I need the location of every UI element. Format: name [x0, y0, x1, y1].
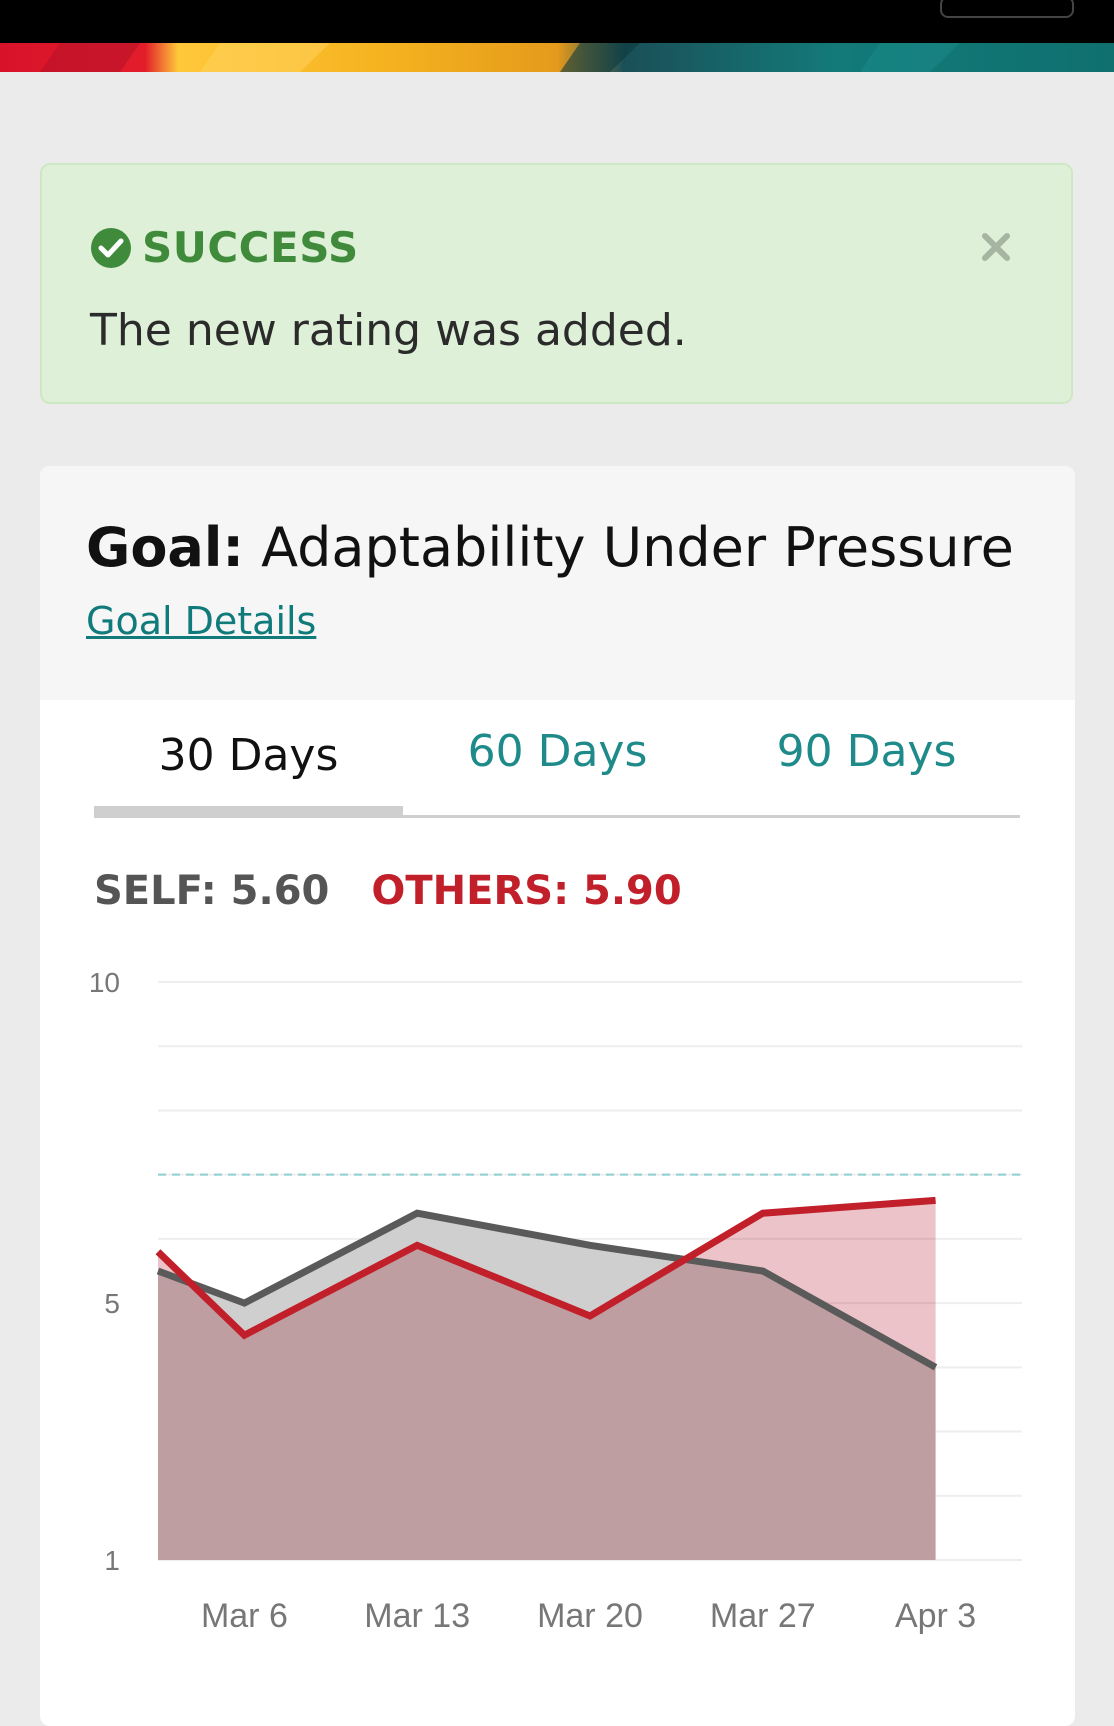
alert-message: The new rating was added.	[90, 305, 687, 356]
goal-card-header: Goal: Adaptability Under Pressure Goal D…	[40, 466, 1075, 700]
self-score: SELF: 5.60	[94, 868, 330, 914]
menu-button[interactable]	[940, 0, 1074, 18]
goal-card: Goal: Adaptability Under Pressure Goal D…	[40, 466, 1075, 1726]
alert-title: SUCCESS	[142, 223, 359, 272]
y-tick-label: 10	[89, 967, 120, 998]
x-tick-label: Mar 13	[364, 1597, 470, 1635]
success-alert: SUCCESS The new rating was added.	[40, 163, 1073, 404]
alert-header: SUCCESS	[90, 223, 359, 272]
y-tick-label: 1	[104, 1545, 120, 1576]
others-line	[155, 1196, 936, 1340]
others-area	[158, 1200, 936, 1560]
close-icon[interactable]	[977, 228, 1015, 266]
rating-summary: SELF: 5.60 OTHERS: 5.90	[94, 868, 682, 914]
check-circle-icon	[91, 227, 131, 268]
x-tick-label: Mar 6	[201, 1597, 288, 1635]
tabs-divider	[94, 815, 1020, 818]
self-line	[156, 1209, 938, 1371]
x-tick-label: Mar 27	[710, 1597, 816, 1635]
others-score: OTHERS: 5.90	[371, 868, 682, 914]
ratings-chart: 10 5 1 Mar 6 Mar 13 Mar 20 Mar 27 Apr 3	[89, 967, 1022, 1635]
x-tick-label: Apr 3	[895, 1597, 976, 1635]
brand-banner	[0, 43, 1114, 72]
tab-30-days[interactable]: 30 Days	[158, 730, 339, 781]
y-tick-label: 5	[104, 1288, 120, 1319]
goal-details-link[interactable]: Goal Details	[86, 599, 317, 643]
tab-60-days[interactable]: 60 Days	[467, 726, 648, 777]
goal-title: Goal: Adaptability Under Pressure	[86, 516, 1014, 579]
top-bar	[0, 0, 1114, 43]
goal-label: Goal:	[86, 516, 244, 579]
goal-name: Adaptability Under Pressure	[261, 516, 1014, 579]
x-tick-label: Mar 20	[537, 1597, 643, 1635]
tab-90-days[interactable]: 90 Days	[776, 726, 957, 777]
period-tabs: 30 Days 60 Days 90 Days	[94, 726, 1020, 786]
